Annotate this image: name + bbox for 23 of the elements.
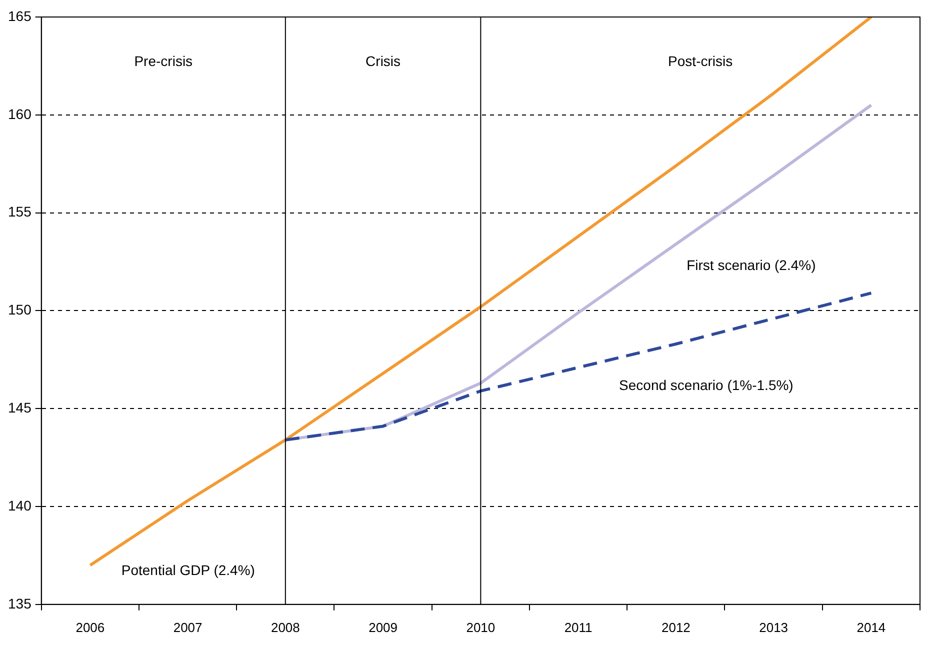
y-tick-label: 145 [8, 399, 32, 416]
y-tick-label: 155 [8, 204, 32, 220]
y-tick-label: 140 [8, 497, 32, 514]
x-tick-label: 2013 [759, 620, 788, 635]
series-label: Potential GDP (2.4%) [121, 562, 255, 578]
x-tick-label: 2008 [270, 620, 300, 635]
x-tick-label: 2014 [856, 620, 886, 635]
x-tick-label: 2010 [466, 620, 496, 635]
annotation: Post-crisis [668, 52, 733, 69]
y-tick-label: 135 [8, 595, 32, 612]
x-tick-label: 2012 [661, 620, 690, 635]
x-tick-label: 2009 [368, 620, 398, 635]
y-tick-label: 165 [8, 8, 32, 24]
x-tick-label: 2011 [564, 620, 592, 635]
y-tick-label: 150 [8, 302, 32, 318]
y-tick-label: 160 [8, 106, 32, 122]
series-label: First scenario (2.4%) [686, 256, 816, 273]
annotation: Crisis [366, 52, 401, 69]
annotation: Pre-crisis [134, 52, 193, 69]
x-tick-label: 2007 [173, 620, 202, 635]
line-series [284, 292, 873, 442]
x-tick-label: 2006 [76, 620, 105, 635]
series-label: Second scenario (1%-1.5%) [619, 376, 794, 393]
